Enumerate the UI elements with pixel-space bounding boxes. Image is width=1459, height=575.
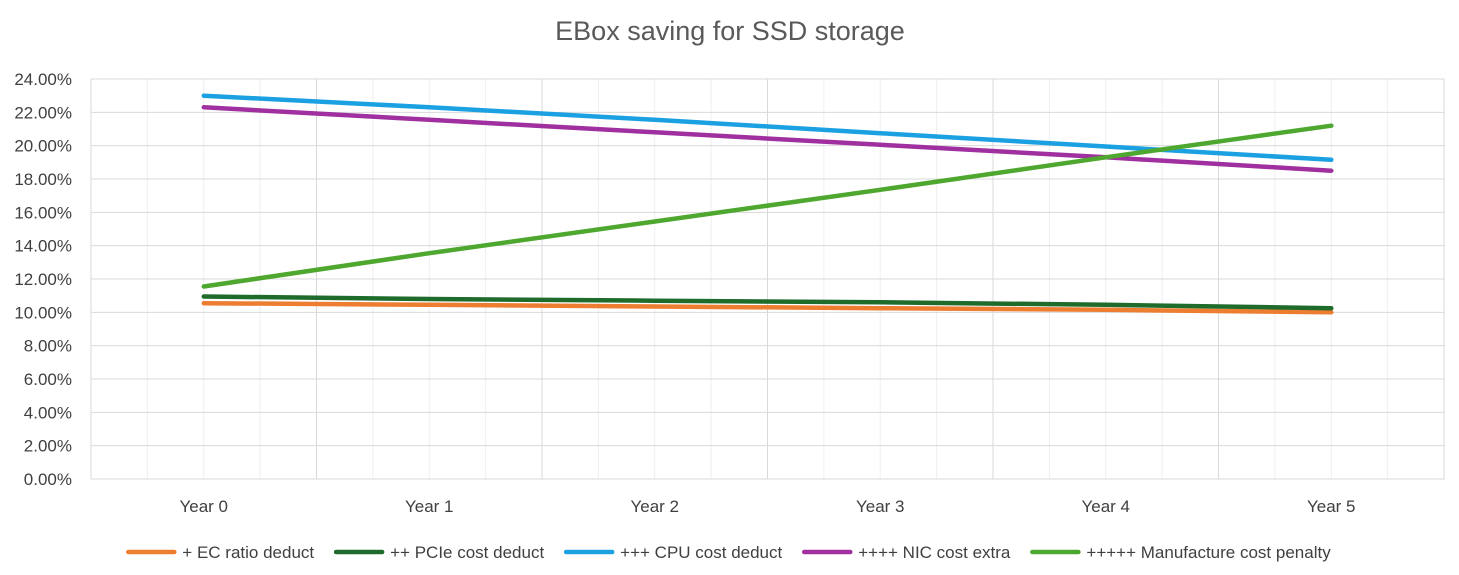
y-tick-label: 0.00% (24, 470, 72, 489)
y-tick-label: 12.00% (14, 270, 72, 289)
x-axis-ticks: Year 0 Year 1 Year 2 Year 3 Year 4 Year 5 (179, 497, 1355, 516)
y-tick-label: 22.00% (14, 103, 72, 122)
y-axis-ticks: 0.00% 2.00% 4.00% 6.00% 8.00% 10.00% 12.00% 14.… (14, 70, 72, 489)
y-tick-label: 6.00% (24, 370, 72, 389)
x-tick-label: Year 5 (1307, 497, 1356, 516)
series-line-2 (201, 294, 1334, 311)
legend: + EC ratio deduct ++ PCIe cost deduct +++ … (126, 543, 1331, 562)
y-tick-label: 8.00% (24, 337, 72, 356)
chart-title: EBox saving for SSD storage (555, 16, 905, 46)
y-tick-label: 24.00% (14, 70, 72, 89)
legend-label: ++++ NIC cost extra (858, 543, 1011, 562)
x-tick-label: Year 4 (1081, 497, 1130, 516)
y-tick-label: 4.00% (24, 403, 72, 422)
series-line-4 (201, 105, 1334, 173)
legend-label: + EC ratio deduct (182, 543, 314, 562)
y-tick-label: 10.00% (14, 303, 72, 322)
y-tick-label: 20.00% (14, 137, 72, 156)
y-tick-label: 16.00% (14, 203, 72, 222)
legend-label: +++ CPU cost deduct (620, 543, 782, 562)
plot-area-frame (90, 78, 1445, 480)
y-tick-label: 18.00% (14, 170, 72, 189)
series-lines (201, 93, 1334, 315)
legend-label: +++++ Manufacture cost penalty (1086, 543, 1331, 562)
x-tick-label: Year 3 (856, 497, 905, 516)
series-line-3 (201, 93, 1334, 163)
x-tick-label: Year 1 (405, 497, 454, 516)
x-tick-label: Year 2 (630, 497, 679, 516)
legend-label: ++ PCIe cost deduct (390, 543, 544, 562)
x-tick-label: Year 0 (179, 497, 228, 516)
y-tick-label: 2.00% (24, 437, 72, 456)
y-tick-label: 14.00% (14, 237, 72, 256)
series-line-1 (201, 300, 1334, 315)
series-line-5 (201, 123, 1334, 289)
